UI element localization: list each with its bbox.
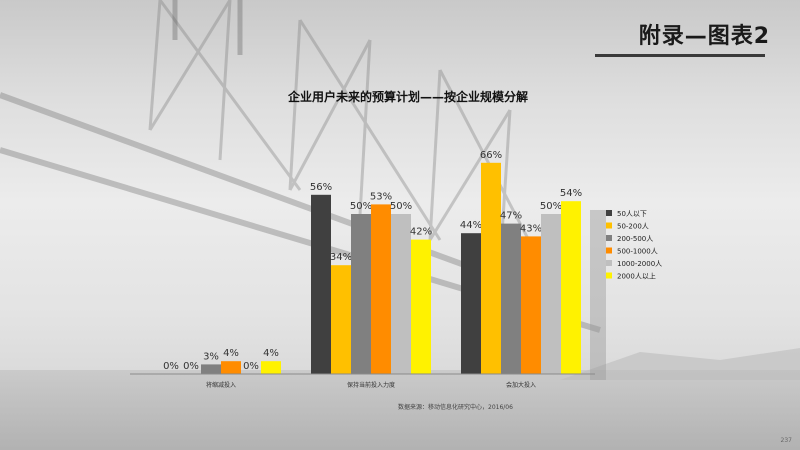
chart-title: 企业用户未来的预算计划——按企业规模分解 [288,90,529,104]
legend-label: 2000人以上 [617,272,656,281]
bar-value-label: 0% [163,361,179,372]
legend-label: 1000-2000人 [617,260,662,268]
bar-0-2 [201,364,221,374]
bar-value-label: 50% [390,201,412,212]
legend-swatch [606,210,612,216]
page-title: 附录—图表2 [638,24,770,49]
bar-1-1 [331,265,351,374]
bar-1-3 [371,204,391,374]
legend-label: 50人以下 [617,210,647,218]
category-label: 保持当前投入力度 [347,381,395,389]
bar-1-5 [411,239,431,374]
legend-label: 200-500人 [617,235,653,243]
bar-2-2 [501,223,521,374]
bar-value-label: 3% [203,351,219,362]
bar-value-label: 34% [330,252,352,263]
bar-2-1 [481,162,501,374]
bar-0-5 [261,361,281,374]
bar-value-label: 42% [410,227,432,238]
bar-value-label: 50% [540,201,562,212]
legend-swatch [606,222,612,229]
bar-value-label: 56% [310,182,332,193]
category-label: 会加大投入 [506,381,536,389]
bar-value-label: 66% [480,150,502,161]
bar-2-4 [541,214,561,374]
page-number: 237 [780,437,792,444]
bar-value-label: 0% [183,361,199,372]
bar-value-label: 50% [350,201,372,212]
legend-swatch [606,235,612,241]
bar-value-label: 4% [223,348,239,359]
legend-swatch [606,247,612,254]
legend-label: 50-200人 [617,223,649,231]
bar-2-0 [461,233,481,374]
legend: 50人以下 50-200人 200-500人 500-1000人 1000-2000人 2… [606,210,662,281]
category-label: 将缩减投入 [206,381,236,389]
bar-1-2 [351,214,371,374]
legend-swatch [606,272,612,279]
bar-value-label: 44% [460,220,482,231]
bar-1-0 [311,194,331,374]
bar-2-5 [561,201,581,374]
bars-group: 0% 0%3% 4%0%4%56%34%50%53%50%42%44%66%47%4… [163,150,582,374]
bar-value-label: 53% [370,191,392,202]
legend-swatch [606,260,612,266]
bar-1-4 [391,214,411,374]
data-source-note: 数据来源：移动信息化研究中心，2016/06 [398,404,513,411]
bar-value-label: 43% [520,223,542,234]
bar-value-label: 54% [560,188,582,199]
bar-2-3 [521,236,541,374]
bar-value-label: 0% [243,361,259,372]
bar-value-label: 47% [500,211,522,222]
legend-label: 500-1000人 [617,248,658,256]
bar-value-label: 4% [263,348,279,359]
bar-0-3 [221,361,241,374]
title-underline [595,54,765,57]
category-labels: 将缩减投入 保持当前投入力度 会加大投入 [206,381,536,389]
